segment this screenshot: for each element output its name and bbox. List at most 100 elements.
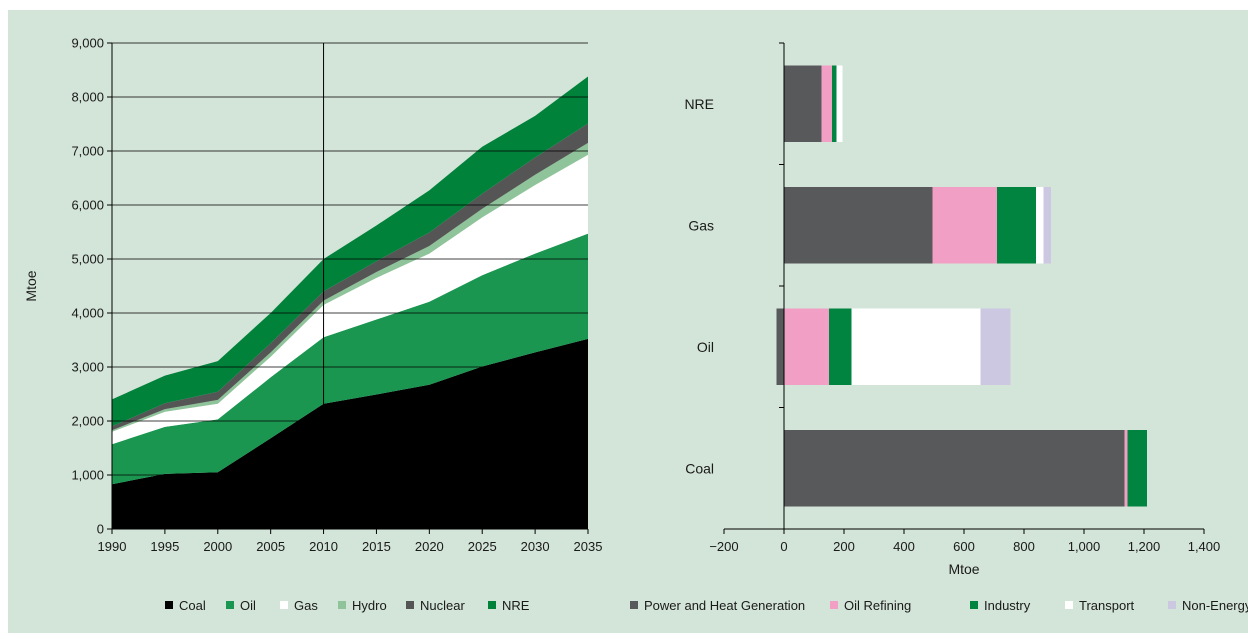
area-y-tick-label: 7,000 xyxy=(71,144,104,159)
bar-legend: Power and Heat Generation Oil Refining Ind… xyxy=(630,598,1248,613)
legend-swatch xyxy=(280,601,288,609)
bar-oil-industry xyxy=(829,308,852,385)
bar-x-tick-labels: −200 0 200 400 600 800 1,000 1,200 1,400 xyxy=(709,529,1220,554)
area-y-axis-label: Mtoe xyxy=(23,270,39,301)
legend-swatch xyxy=(338,601,346,609)
area-y-tick-label: 4,000 xyxy=(71,306,104,321)
bar-x-tick-label: 0 xyxy=(780,539,787,554)
legend-swatch xyxy=(165,601,173,609)
bar-gas-transport xyxy=(1036,187,1044,264)
legend-label: Nuclear xyxy=(420,598,465,613)
legend-label: Gas xyxy=(294,598,318,613)
area-legend-item-nuclear: Nuclear xyxy=(406,598,465,613)
bar-coal-industry xyxy=(1127,430,1147,507)
area-series-hydro xyxy=(112,142,588,432)
bar-chart: −200 0 200 400 600 800 1,000 1,200 1,400 Coal Oil… xyxy=(684,42,1220,577)
area-y-tick-label: 8,000 xyxy=(71,90,104,105)
bar-oil-non-energy xyxy=(980,308,1011,385)
legend-label: Coal xyxy=(179,598,206,613)
legend-label: Hydro xyxy=(352,598,387,613)
bar-coal-power-and-heat-generation xyxy=(784,430,1125,507)
legend-swatch xyxy=(406,601,414,609)
area-series-gas xyxy=(112,154,588,445)
area-legend-item-coal: Coal xyxy=(165,598,206,613)
bar-segments xyxy=(776,65,1147,507)
bar-nre-power-and-heat-generation xyxy=(784,65,822,142)
bar-oil-oil-refining xyxy=(784,308,829,385)
legend-swatch xyxy=(630,601,638,609)
area-legend-item-nre: NRE xyxy=(488,598,530,613)
bar-category-label: Oil xyxy=(697,339,714,355)
area-x-tick-label: 2005 xyxy=(256,539,285,554)
area-y-tick-label: 5,000 xyxy=(71,252,104,267)
bar-x-tick-label: −200 xyxy=(709,539,738,554)
bar-coal-oil-refining xyxy=(1124,430,1128,507)
bar-legend-item-industry: Industry xyxy=(970,598,1031,613)
area-x-tick-label: 1990 xyxy=(98,539,127,554)
bar-oil-power-and-heat-generation xyxy=(776,308,784,385)
bar-x-tick-label: 1,200 xyxy=(1128,539,1161,554)
bar-oil-transport xyxy=(851,308,981,385)
legend-swatch xyxy=(1065,601,1073,609)
legend-swatch xyxy=(1168,601,1176,609)
bar-gas-industry xyxy=(997,187,1036,264)
bar-nre-oil-refining xyxy=(821,65,832,142)
bar-legend-item-oil-refining: Oil Refining xyxy=(830,598,911,613)
area-legend: Coal Oil Gas Hydro Nuclear NRE xyxy=(165,598,530,613)
bar-legend-item-transport: Transport xyxy=(1065,598,1135,613)
legend-label: Oil Refining xyxy=(844,598,911,613)
legend-swatch xyxy=(488,601,496,609)
bar-category-label: Coal xyxy=(685,460,714,476)
chart-panel: 0 1,000 2,000 3,000 4,000 5,000 6,000 7,000 8,00… xyxy=(8,10,1248,633)
area-x-tick-label: 2015 xyxy=(362,539,391,554)
bar-x-tick-label: 400 xyxy=(893,539,915,554)
bar-x-tick-label: 1,400 xyxy=(1188,539,1221,554)
bar-gas-non-energy xyxy=(1043,187,1051,264)
bar-x-tick-label: 800 xyxy=(1013,539,1035,554)
legend-swatch xyxy=(970,601,978,609)
bar-category-label: NRE xyxy=(684,96,714,112)
bar-gas-power-and-heat-generation xyxy=(784,187,933,264)
legend-label: Non-Energy xyxy=(1182,598,1248,613)
bar-gas-oil-refining xyxy=(932,187,997,264)
area-y-tick-labels: 0 1,000 2,000 3,000 4,000 5,000 6,000 7,000 8,00… xyxy=(71,36,104,537)
area-x-tick-label: 1995 xyxy=(150,539,179,554)
bar-category-label: Gas xyxy=(688,217,714,233)
bar-legend-item-non-energy: Non-Energy xyxy=(1168,598,1248,613)
area-x-tick-label: 2035 xyxy=(574,539,603,554)
area-gridlines xyxy=(107,42,588,530)
area-series-nre xyxy=(112,76,588,427)
bar-category-labels: Coal Oil Gas NRE xyxy=(684,42,784,530)
area-series-oil xyxy=(112,233,588,485)
area-x-tick-label: 2020 xyxy=(415,539,444,554)
area-layers xyxy=(112,76,588,529)
legend-swatch xyxy=(830,601,838,609)
area-x-tick-label: 2025 xyxy=(468,539,497,554)
area-legend-item-gas: Gas xyxy=(280,598,318,613)
area-chart: 0 1,000 2,000 3,000 4,000 5,000 6,000 7,000 8,00… xyxy=(23,36,602,555)
legend-label: NRE xyxy=(502,598,530,613)
area-y-tick-label: 0 xyxy=(97,522,104,537)
area-y-tick-label: 2,000 xyxy=(71,414,104,429)
bar-legend-item-power-and-heat-generation: Power and Heat Generation xyxy=(630,598,805,613)
area-y-tick-label: 6,000 xyxy=(71,198,104,213)
area-series-coal xyxy=(112,338,588,529)
bar-x-tick-label: 200 xyxy=(833,539,855,554)
area-x-tick-label: 2000 xyxy=(203,539,232,554)
area-legend-item-hydro: Hydro xyxy=(338,598,387,613)
bar-nre-transport xyxy=(836,65,843,142)
bar-x-axis-label: Mtoe xyxy=(948,561,979,577)
area-x-tick-labels: 1990 1995 2000 2005 2010 2015 2020 2025 2030 2035 xyxy=(98,529,603,554)
bar-nre-industry xyxy=(832,65,837,142)
area-x-tick-label: 2010 xyxy=(309,539,338,554)
area-y-tick-label: 9,000 xyxy=(71,36,104,51)
area-legend-item-oil: Oil xyxy=(226,598,256,613)
legend-label: Oil xyxy=(240,598,256,613)
bar-x-tick-label: 1,000 xyxy=(1068,539,1101,554)
legend-label: Power and Heat Generation xyxy=(644,598,805,613)
legend-swatch xyxy=(226,601,234,609)
area-x-tick-label: 2030 xyxy=(521,539,550,554)
area-axes xyxy=(111,43,588,530)
bar-x-tick-label: 600 xyxy=(953,539,975,554)
area-y-tick-label: 1,000 xyxy=(71,468,104,483)
